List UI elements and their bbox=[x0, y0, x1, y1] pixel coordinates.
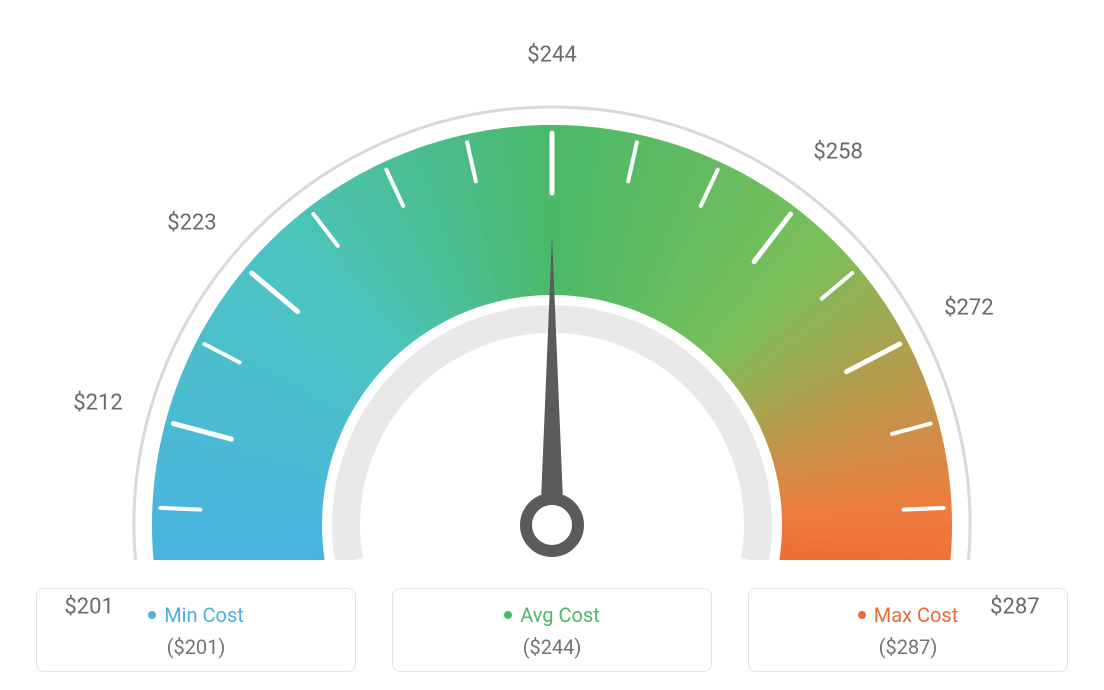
legend-avg-dot bbox=[504, 611, 512, 619]
legend-max-dot bbox=[858, 611, 866, 619]
legend-min-title: Min Cost bbox=[47, 603, 345, 627]
legend-min-value: ($201) bbox=[47, 635, 345, 659]
legend-min-card: Min Cost ($201) bbox=[36, 588, 356, 672]
legend-min-dot bbox=[148, 611, 156, 619]
legend-max-title: Max Cost bbox=[759, 603, 1057, 627]
gauge-tick-label: $223 bbox=[167, 210, 216, 235]
gauge-tick-label: $258 bbox=[813, 140, 862, 165]
legend-max-value: ($287) bbox=[759, 635, 1057, 659]
legend-min-label: Min Cost bbox=[164, 603, 244, 627]
legend-row: Min Cost ($201) Avg Cost ($244) Max Cost… bbox=[0, 588, 1104, 672]
legend-avg-card: Avg Cost ($244) bbox=[392, 588, 712, 672]
gauge-tick-label: $244 bbox=[527, 43, 576, 68]
gauge-tick-label: $212 bbox=[73, 391, 122, 416]
cost-gauge: $201$212$223$244$258$272$287 bbox=[0, 0, 1104, 560]
legend-max-label: Max Cost bbox=[874, 603, 959, 627]
legend-avg-value: ($244) bbox=[403, 635, 701, 659]
legend-max-card: Max Cost ($287) bbox=[748, 588, 1068, 672]
gauge-tick-label: $272 bbox=[944, 295, 993, 320]
legend-avg-title: Avg Cost bbox=[403, 603, 701, 627]
legend-avg-label: Avg Cost bbox=[520, 603, 600, 627]
gauge-svg bbox=[0, 0, 1104, 560]
gauge-hub bbox=[526, 499, 578, 551]
